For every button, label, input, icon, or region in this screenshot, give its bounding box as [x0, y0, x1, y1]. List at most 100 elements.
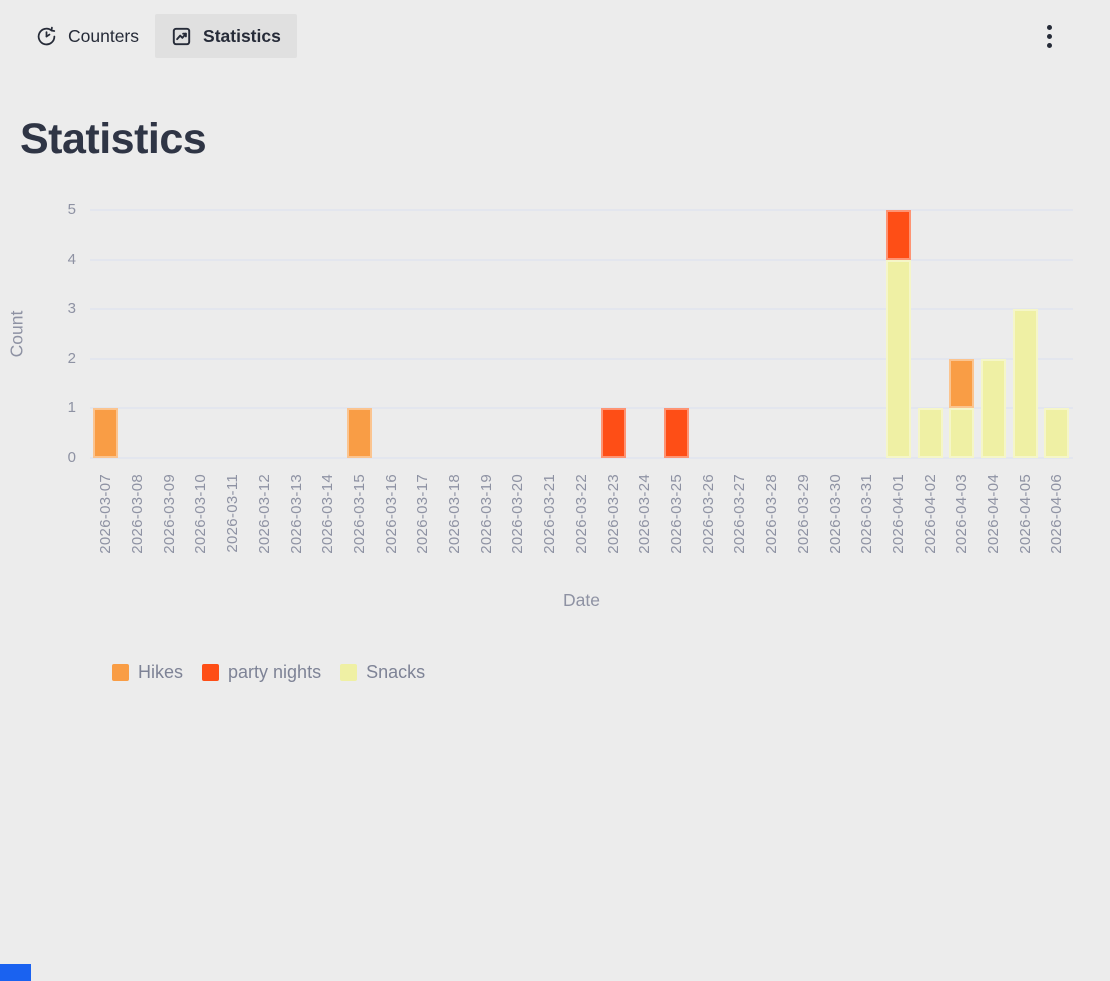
x-axis-title: Date [563, 590, 600, 610]
bar-slot [153, 210, 185, 458]
y-tick-label: 3 [67, 300, 76, 318]
tab-counters-label: Counters [68, 25, 140, 46]
bars-area [90, 210, 1073, 458]
bar-slot [249, 210, 281, 458]
x-tick-slot: 2026-03-08 [122, 474, 154, 554]
y-tick-label: 0 [67, 449, 76, 466]
x-axis-ticks: 2026-03-07 2026-03-08 2026-03-09 2026-03-10… [90, 474, 1073, 554]
x-tick-slot: 2026-03-25 [661, 474, 693, 554]
bar-segment-party-nights[interactable] [664, 408, 689, 458]
kebab-menu-icon [1047, 24, 1052, 30]
x-tick-label: 2026-04-06 [1048, 474, 1066, 554]
page-title: Statistics [20, 115, 207, 163]
bar-slot [978, 210, 1010, 458]
x-tick-label: 2026-04-03 [953, 474, 971, 554]
x-tick-label: 2026-03-08 [129, 474, 147, 554]
bar-segment-snacks[interactable] [1012, 309, 1038, 458]
y-tick-label: 5 [67, 201, 76, 218]
x-tick-slot: 2026-03-19 [470, 474, 502, 554]
x-tick-slot: 2026-03-11 [217, 474, 249, 554]
bar-slot [724, 210, 756, 458]
gridline [90, 457, 1073, 459]
x-tick-label: 2026-03-15 [350, 474, 368, 554]
x-tick-label: 2026-03-21 [541, 474, 559, 554]
x-tick-slot: 2026-03-16 [375, 474, 407, 554]
gridline [90, 357, 1073, 360]
x-tick-slot: 2026-03-31 [851, 474, 883, 554]
bar-slot [787, 210, 819, 458]
bar-slot [217, 210, 249, 458]
bar-slot [502, 210, 534, 458]
bar-slot [819, 210, 851, 458]
x-tick-slot: 2026-03-10 [185, 474, 217, 554]
bar-segment-snacks[interactable] [1044, 408, 1070, 458]
x-tick-slot: 2026-03-26 [692, 474, 724, 554]
tab-statistics-label: Statistics [203, 25, 281, 46]
gridline [90, 308, 1073, 311]
legend-label: Snacks [366, 662, 426, 682]
bar-slot [661, 210, 693, 458]
bar-segment-party-nights[interactable] [885, 210, 911, 260]
bar-slot [629, 210, 661, 458]
x-tick-slot: 2026-03-17 [407, 474, 439, 554]
legend-swatch [202, 664, 220, 681]
tab-statistics[interactable]: Statistics [155, 14, 297, 58]
bar-segment-hikes[interactable] [93, 408, 119, 458]
bar-segment-party-nights[interactable] [600, 408, 626, 458]
bottom-left-blue-strip [0, 964, 31, 981]
bar-segment-snacks[interactable] [917, 408, 943, 458]
bar-segment-snacks[interactable] [981, 358, 1007, 458]
bar-segment-hikes[interactable] [949, 358, 975, 409]
bar-segment-snacks[interactable] [949, 408, 975, 458]
bar-slot [914, 210, 946, 458]
x-tick-slot: 2026-04-03 [946, 474, 978, 554]
x-tick-slot: 2026-03-24 [629, 474, 661, 554]
x-tick-label: 2026-03-29 [794, 474, 812, 554]
legend-item-party-nights[interactable]: party nights [202, 662, 321, 683]
bar-segment-snacks[interactable] [885, 259, 911, 458]
x-tick-label: 2026-03-18 [446, 474, 464, 554]
bar-slot [470, 210, 502, 458]
legend-item-snacks[interactable]: Snacks [340, 662, 425, 683]
gridline [90, 258, 1073, 261]
gridline [90, 407, 1073, 410]
bar-slot [185, 210, 217, 458]
x-tick-slot: 2026-03-12 [249, 474, 281, 554]
x-tick-slot: 2026-03-09 [153, 474, 185, 554]
y-axis-title: Count [6, 310, 27, 358]
x-tick-slot: 2026-04-02 [914, 474, 946, 554]
x-tick-slot: 2026-04-01 [883, 474, 915, 554]
bar-slot [946, 210, 978, 458]
legend-item-hikes[interactable]: Hikes [112, 662, 183, 683]
x-tick-label: 2026-03-27 [731, 474, 749, 554]
x-tick-slot: 2026-03-14 [312, 474, 344, 554]
y-tick-label: 4 [67, 250, 76, 268]
x-tick-label: 2026-04-02 [921, 474, 939, 554]
x-tick-slot: 2026-03-28 [756, 474, 788, 554]
bar-slot [883, 210, 915, 458]
bar-slot [344, 210, 376, 458]
x-tick-slot: 2026-04-05 [1009, 474, 1041, 554]
tab-counters[interactable]: Counters [20, 14, 155, 58]
bar-slot [566, 210, 598, 458]
x-tick-slot: 2026-03-23 [597, 474, 629, 554]
x-tick-label: 2026-03-12 [255, 474, 273, 554]
x-tick-label: 2026-03-07 [97, 474, 115, 554]
x-tick-label: 2026-03-26 [699, 474, 717, 554]
bar-segment-hikes[interactable] [346, 408, 372, 458]
chart-legend: Hikes party nights Snacks [112, 662, 425, 683]
trend-chart-icon [171, 26, 192, 47]
x-tick-label: 2026-03-14 [319, 474, 337, 554]
y-tick-label: 1 [67, 399, 76, 417]
bar-slot [692, 210, 724, 458]
x-tick-slot: 2026-04-04 [978, 474, 1010, 554]
more-menu-button[interactable] [1041, 19, 1058, 54]
bar-slot [122, 210, 154, 458]
x-tick-label: 2026-03-10 [192, 474, 210, 554]
x-tick-slot: 2026-03-22 [566, 474, 598, 554]
x-tick-label: 2026-03-30 [826, 474, 844, 554]
x-tick-label: 2026-03-09 [160, 474, 178, 554]
x-tick-label: 2026-03-28 [763, 474, 781, 554]
bar-slot [756, 210, 788, 458]
